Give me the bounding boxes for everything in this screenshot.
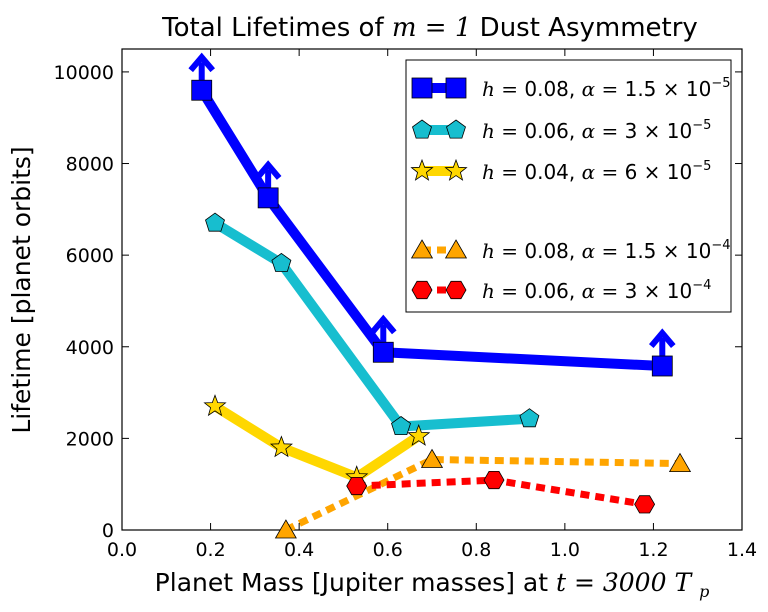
legend-label: h = 0.06, α = 3 × 10−4 bbox=[482, 278, 711, 303]
data-point bbox=[191, 79, 213, 101]
series-layer bbox=[188, 52, 692, 539]
data-point bbox=[271, 252, 292, 272]
data-point bbox=[205, 212, 225, 232]
data-point bbox=[519, 408, 540, 428]
x-tick-label: 1.2 bbox=[638, 539, 668, 561]
chart-title-tail: Dust Asymmetry bbox=[480, 13, 698, 43]
series-2 bbox=[203, 394, 431, 488]
x-tick-label: 1.0 bbox=[550, 539, 580, 561]
x-tick-label: 1.4 bbox=[727, 539, 757, 561]
x-axis-label-sub: p bbox=[699, 582, 709, 601]
y-tick-label: 2000 bbox=[66, 428, 114, 450]
lower-limit-arrow-head bbox=[254, 160, 282, 180]
chart-title-math: m = 1 bbox=[392, 13, 472, 43]
data-point bbox=[634, 495, 656, 514]
x-tick-label: 0.4 bbox=[284, 539, 314, 561]
legend-item-3: h = 0.08, α = 1.5 × 10−4 bbox=[410, 238, 731, 263]
legend-items: h = 0.08, α = 1.5 × 10−5 h = 0.06, α = 3 … bbox=[410, 76, 731, 303]
x-axis-label-math: t = 3000 T bbox=[556, 568, 693, 597]
legend-item-0: h = 0.08, α = 1.5 × 10−5 bbox=[411, 76, 731, 101]
legend-label: h = 0.06, α = 3 × 10−5 bbox=[482, 118, 711, 143]
x-axis-label: Planet Mass [Jupiter masses] at t = 3000… bbox=[155, 568, 710, 601]
y-tick-label: 6000 bbox=[66, 245, 114, 267]
lower-limit-arrow-head bbox=[648, 328, 676, 348]
legend-item-1: h = 0.06, α = 3 × 10−5 bbox=[412, 118, 711, 143]
data-point bbox=[391, 416, 411, 436]
lower-limit-arrow-head bbox=[369, 314, 397, 335]
legend-marker bbox=[445, 280, 467, 300]
x-tick-label: 0.0 bbox=[107, 539, 137, 561]
legend-label: h = 0.08, α = 1.5 × 10−5 bbox=[482, 76, 731, 101]
data-point bbox=[372, 341, 394, 363]
lower-limit-arrow-head bbox=[188, 52, 216, 73]
legend-marker bbox=[411, 280, 433, 300]
legend-marker bbox=[411, 77, 433, 99]
legend-marker bbox=[410, 239, 434, 259]
series-1 bbox=[205, 212, 540, 436]
series-3 bbox=[274, 448, 692, 539]
series-0 bbox=[188, 52, 676, 377]
legend-marker bbox=[410, 158, 434, 181]
chart-title-text: Total Lifetimes of bbox=[161, 13, 384, 43]
data-point bbox=[346, 476, 368, 496]
x-axis-label-text: Planet Mass [Jupiter masses] at bbox=[155, 568, 549, 597]
y-tick-label: 10000 bbox=[54, 62, 114, 84]
y-tick-label: 4000 bbox=[66, 337, 114, 359]
legend-marker bbox=[444, 158, 468, 181]
y-tick-label: 8000 bbox=[66, 154, 114, 176]
axis-ticks: 0.0 0.2 0.4 0.6 0.8 1.0 1.2 1.4 0 2000 4000 6000 800… bbox=[54, 49, 757, 561]
legend-label: h = 0.08, α = 1.5 × 10−4 bbox=[482, 238, 731, 263]
legend-marker bbox=[444, 239, 468, 259]
series-line-1 bbox=[212, 218, 530, 432]
data-point bbox=[274, 519, 297, 539]
data-point bbox=[668, 452, 692, 473]
data-point bbox=[203, 394, 227, 417]
data-point bbox=[651, 355, 673, 377]
x-tick-label: 0.8 bbox=[461, 539, 491, 561]
legend-marker bbox=[446, 119, 466, 139]
data-point bbox=[269, 435, 293, 458]
data-point bbox=[257, 187, 279, 209]
y-axis-label: Lifetime [planet orbits] bbox=[7, 146, 36, 433]
legend-item-2: h = 0.04, α = 6 × 10−5 bbox=[410, 158, 711, 184]
series-line-2 bbox=[212, 402, 422, 483]
legend-label: h = 0.04, α = 6 × 10−5 bbox=[482, 159, 711, 184]
legend: h = 0.08, α = 1.5 × 10−5 h = 0.06, α = 3 … bbox=[405, 59, 732, 313]
data-point bbox=[407, 423, 431, 446]
legend-item-4: h = 0.06, α = 3 × 10−4 bbox=[411, 278, 711, 303]
series-line-0 bbox=[197, 87, 663, 371]
x-tick-label: 0.6 bbox=[373, 539, 403, 561]
x-tick-label: 0.2 bbox=[195, 539, 225, 561]
legend-marker bbox=[412, 119, 432, 139]
legend-box bbox=[405, 59, 732, 313]
y-tick-label: 0 bbox=[102, 520, 114, 542]
data-point bbox=[420, 448, 444, 468]
data-point bbox=[483, 470, 505, 490]
series-4 bbox=[346, 470, 656, 514]
legend-marker bbox=[445, 77, 467, 99]
chart-title: Total Lifetimes of m = 1 Dust Asymmetry bbox=[161, 13, 698, 43]
